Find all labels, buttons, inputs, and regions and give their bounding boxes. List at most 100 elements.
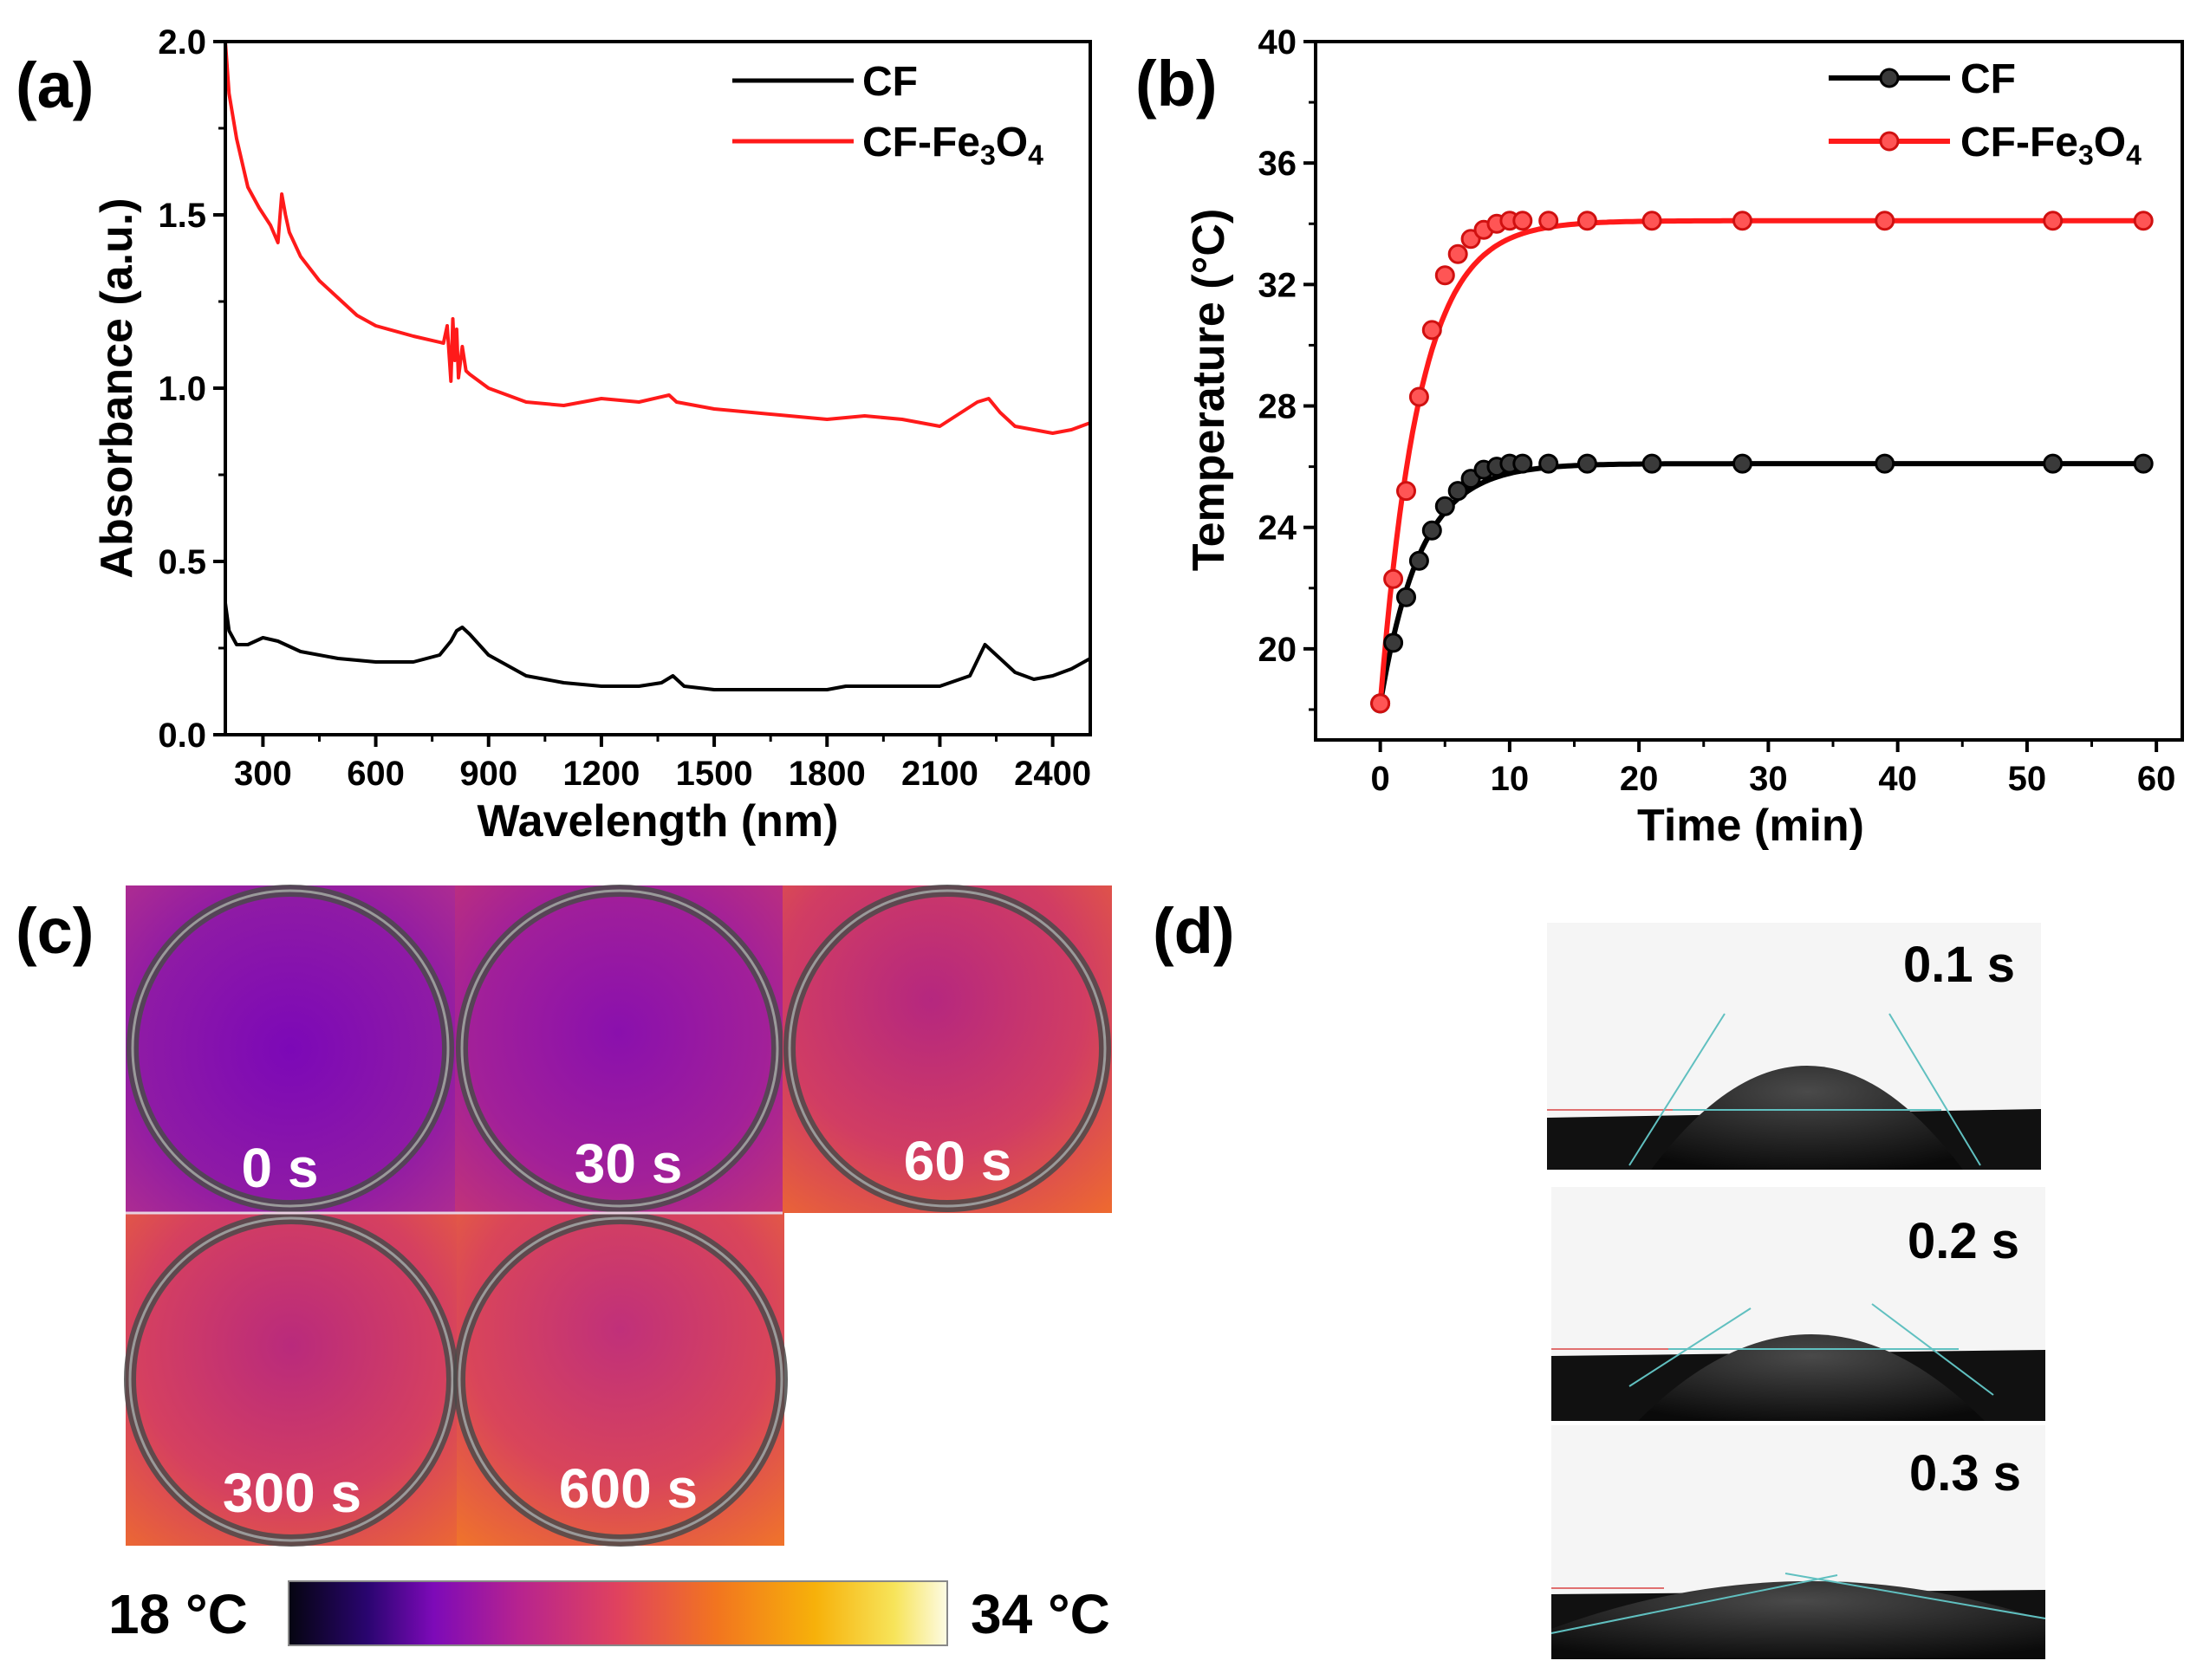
x-tick-label-a: 2400 [1014,755,1091,793]
thermal-image-grid: 0 s 30 s 60 s 300 s 600 s [124,885,1112,1547]
droplet-time-label: 0.2 s [1908,1213,2019,1269]
y-tick-label-b: 36 [1258,145,1297,183]
y-tick-label-a: 1.0 [158,370,206,408]
x-tick-label-b: 40 [1878,760,1917,798]
x-tick-label-a: 1500 [676,755,753,793]
data-point-cf-fe3o4 [1370,693,1391,714]
legend-label-fe3o4-b: CF-Fe3O4 [1960,120,2142,171]
data-point-cf [1512,453,1533,474]
y-axis-label-b: Temperature (°C) [1184,209,1234,572]
legend-a: CF CF-Fe3O4 [732,59,1043,171]
panel-label-b: (b) [1135,48,1218,120]
data-point-cf [2133,453,2154,474]
data-point-cf-fe3o4 [1434,265,1455,286]
panel-label-c: (c) [16,895,94,967]
data-point-cf-fe3o4 [1447,243,1468,264]
thermal-tile-600s: 600 s [453,1212,788,1547]
y-tick-label-a: 0.0 [158,717,206,755]
legend-label-fe3o4-a: CF-Fe3O4 [862,120,1043,171]
data-point-cf-fe3o4 [1875,211,1895,231]
fit-line-cf [1377,461,2144,704]
y-tick-label-a: 1.5 [158,197,206,235]
x-tick-label-a: 900 [459,755,517,793]
panel-label-d: (d) [1153,895,1235,967]
x-tick-label-b: 0 [1371,760,1390,798]
temperature-colorbar: 18 °C 34 °C [108,1580,1110,1646]
thermal-time-label: 60 s [904,1130,1012,1192]
data-point-cf [1421,520,1442,541]
y-axis-label-a: Absorbance (a.u.) [92,198,142,578]
thermal-tile-60s: 60 s [783,885,1112,1213]
thermal-time-label: 600 s [559,1457,698,1520]
panel-label-a: (a) [16,49,94,121]
x-axis-label-b: Time (min) [1637,801,1864,851]
legend-marker-fe3o4-b [1879,131,1900,152]
x-tick-label-a: 1800 [789,755,866,793]
data-point-cf [1408,550,1429,571]
y-tick-label-b: 40 [1258,23,1297,62]
data-point-cf-fe3o4 [1408,386,1429,407]
data-point-cf-fe3o4 [1512,211,1533,231]
y-tick-label-b: 28 [1258,388,1297,426]
y-tick-label-b: 32 [1258,266,1297,304]
thermal-tile-300s: 300 s [124,1212,458,1547]
data-point-cf [1576,453,1597,474]
series-line-cf [224,602,1091,691]
droplet-time-label: 0.1 s [1903,937,2015,993]
data-point-cf-fe3o4 [1383,568,1404,589]
data-point-cf-fe3o4 [2133,211,2154,231]
droplet-time-label: 0.3 s [1909,1445,2021,1502]
y-tick-label-a: 0.5 [158,543,206,581]
legend-marker-cf-b [1879,68,1900,88]
x-tick-label-a: 600 [347,755,405,793]
colorbar-min-label: 18 °C [108,1583,248,1645]
x-axis-label-a: Wavelength (nm) [478,796,839,846]
data-point-cf-fe3o4 [2043,211,2064,231]
x-tick-label-a: 2100 [901,755,978,793]
x-tick-label-b: 50 [2008,760,2047,798]
thermal-tile-30s: 30 s [455,885,783,1213]
thermal-tile-0s: 0 s [126,885,455,1213]
x-tick-label-b: 20 [1620,760,1659,798]
absorbance-chart: 300 600 900 1200 1500 1800 2100 2400 0.0 0.5 1.0 1.… [92,23,1092,846]
legend-label-cf-b: CF [1960,56,2016,102]
colorbar-max-label: 34 °C [971,1583,1110,1645]
y-tick-label-b: 24 [1258,509,1297,548]
data-point-cf [1641,453,1662,474]
series-line-cf-fe3o4 [224,41,1091,435]
data-point-cf [1538,453,1559,474]
legend-b: CF CF-Fe3O4 [1829,56,2142,171]
plot-frame-b [1314,40,2184,742]
x-tick-label-a: 1200 [562,755,640,793]
data-point-cf [1383,632,1404,653]
data-point-cf [2043,453,2064,474]
droplet-frame-0.3s: 0.3 s [1550,1425,2046,1659]
x-tick-label-b: 30 [1749,760,1788,798]
x-tick-label-b: 10 [1491,760,1530,798]
thermal-time-label: 0 s [242,1137,319,1199]
thermal-time-label: 30 s [575,1132,683,1195]
data-point-cf-fe3o4 [1396,481,1416,502]
y-tick-label-b: 20 [1258,631,1297,669]
data-point-cf [1447,481,1468,502]
droplet-frame-0.2s: 0.2 s [1551,1187,2045,1421]
temperature-chart: 0 10 20 30 40 50 60 20 24 28 32 36 40 Time (min) Tem… [1184,23,2184,851]
x-tick-label-b: 60 [2137,760,2176,798]
data-point-cf-fe3o4 [1538,211,1559,231]
x-tick-label-a: 300 [234,755,292,793]
data-point-cf [1434,496,1455,516]
data-point-cf-fe3o4 [1732,211,1752,231]
droplet-frames: 0.1 s 0.2 s 0.3 s [1547,923,2046,1659]
data-point-cf-fe3o4 [1421,320,1442,341]
y-tick-label-a: 2.0 [158,23,206,62]
data-point-cf-fe3o4 [1641,211,1662,231]
data-point-cf [1396,587,1416,607]
fit-line-cf-fe3o4 [1377,217,2144,704]
data-point-cf [1732,453,1752,474]
colorbar-gradient [288,1580,948,1646]
legend-label-cf-a: CF [862,59,918,105]
data-point-cf-fe3o4 [1576,211,1597,231]
thermal-time-label: 300 s [223,1462,361,1524]
droplet-frame-0.1s: 0.1 s [1547,923,2041,1170]
